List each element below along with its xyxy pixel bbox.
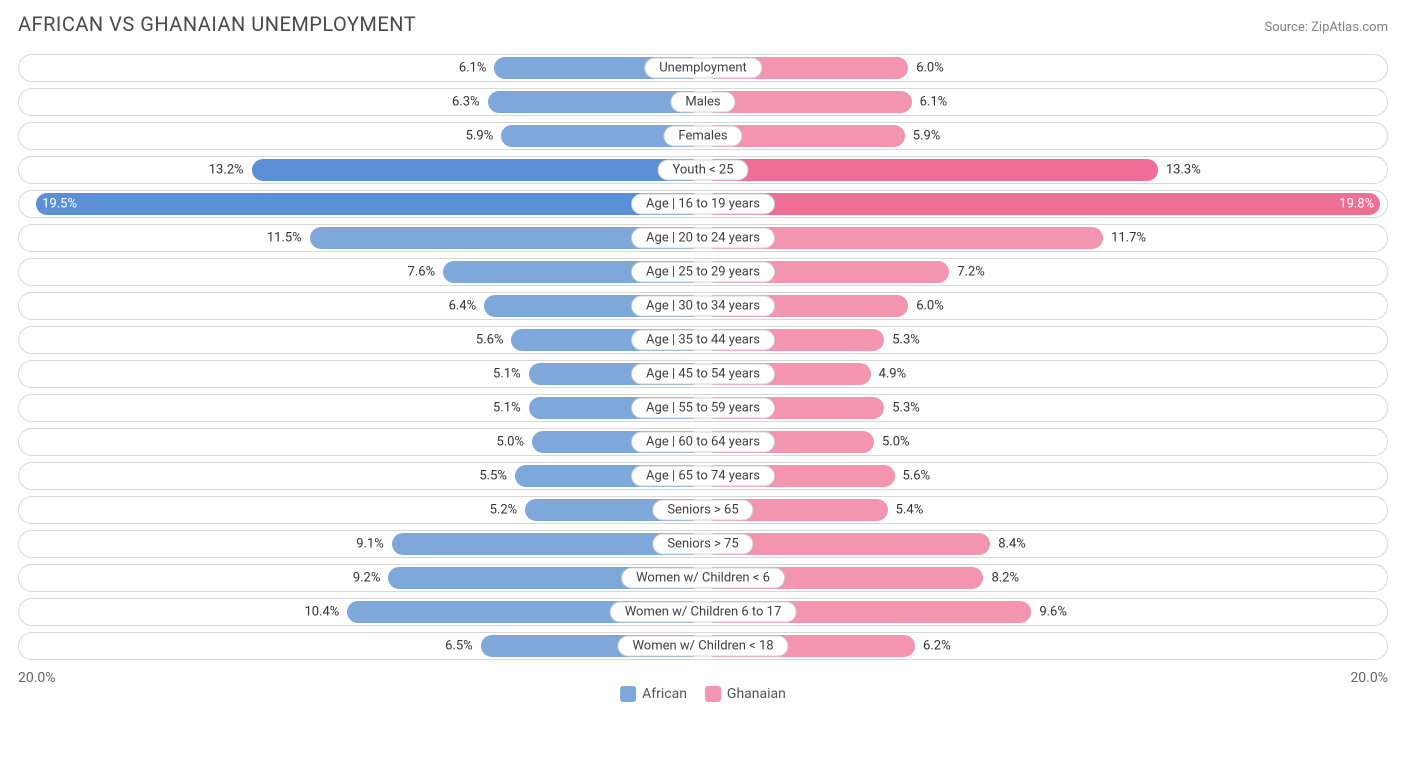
value-left: 5.0% (496, 435, 532, 450)
value-right: 5.0% (874, 435, 910, 450)
chart-row: 9.2% 8.2% Women w/ Children < 6 (18, 564, 1388, 592)
bar-right: 19.8% (703, 193, 1380, 215)
row-label: Age | 16 to 19 years (631, 194, 775, 215)
axis-right-max: 20.0% (703, 670, 1388, 686)
row-label: Age | 25 to 29 years (631, 262, 775, 283)
legend-label: Ghanaian (727, 686, 786, 702)
value-right: 6.0% (908, 61, 944, 76)
row-label: Age | 35 to 44 years (631, 330, 775, 351)
value-left: 5.9% (466, 129, 502, 144)
legend-swatch (705, 686, 721, 702)
bar-left: 19.5% (36, 193, 703, 215)
value-right: 5.9% (905, 129, 941, 144)
value-right: 5.4% (888, 503, 924, 518)
value-right: 8.4% (990, 537, 1026, 552)
value-left: 13.2% (209, 163, 252, 178)
row-label: Age | 65 to 74 years (631, 466, 775, 487)
row-label: Women w/ Children < 6 (621, 568, 785, 589)
bar-right: 13.3% (703, 159, 1158, 181)
chart-footer: 20.0% 20.0% AfricanGhanaian (18, 670, 1388, 694)
value-left: 19.5% (42, 197, 77, 212)
value-right: 4.9% (871, 367, 907, 382)
value-right: 5.6% (895, 469, 931, 484)
chart-row: 5.1% 5.3% Age | 55 to 59 years (18, 394, 1388, 422)
chart-row: 5.5% 5.6% Age | 65 to 74 years (18, 462, 1388, 490)
row-label: Age | 60 to 64 years (631, 432, 775, 453)
value-left: 9.1% (356, 537, 392, 552)
value-right: 6.2% (915, 639, 951, 654)
value-left: 7.6% (408, 265, 444, 280)
chart-row: 13.2%13.3%Youth < 25 (18, 156, 1388, 184)
value-left: 5.1% (493, 401, 529, 416)
chart-row: 5.1% 4.9% Age | 45 to 54 years (18, 360, 1388, 388)
value-left: 5.1% (493, 367, 529, 382)
chart-row: 6.3% 6.1% Males (18, 88, 1388, 116)
legend-swatch (620, 686, 636, 702)
row-label: Females (663, 126, 742, 147)
row-label: Age | 30 to 34 years (631, 296, 775, 317)
chart-row: 6.4% 6.0% Age | 30 to 34 years (18, 292, 1388, 320)
chart-header: AFRICAN VS GHANAIAN UNEMPLOYMENT Source:… (18, 12, 1388, 36)
row-label: Women w/ Children < 18 (617, 636, 788, 657)
row-label: Age | 55 to 59 years (631, 398, 775, 419)
value-right: 8.2% (983, 571, 1019, 586)
diverging-bar-chart: 6.1%6.0%Unemployment6.3%6.1%Males5.9%5.9… (18, 54, 1388, 660)
row-label: Seniors > 75 (652, 534, 753, 555)
value-left: 10.4% (304, 605, 347, 620)
row-label: Seniors > 65 (652, 500, 753, 521)
chart-row: 6.1% 6.0% Unemployment (18, 54, 1388, 82)
row-label: Age | 20 to 24 years (631, 228, 775, 249)
legend-label: African (642, 686, 687, 702)
chart-legend: African Ghanaian (620, 686, 786, 702)
legend-item: African (620, 686, 687, 702)
row-label: Women w/ Children 6 to 17 (610, 602, 797, 623)
value-left: 6.3% (452, 95, 488, 110)
value-right: 13.3% (1158, 163, 1201, 178)
chart-row: 11.5% 11.7% Age | 20 to 24 years (18, 224, 1388, 252)
value-right: 9.6% (1031, 605, 1067, 620)
chart-source: Source: ZipAtlas.com (1264, 20, 1388, 35)
legend-item: Ghanaian (705, 686, 786, 702)
bar-left: 13.2% (252, 159, 703, 181)
value-left: 5.5% (479, 469, 515, 484)
chart-row: 5.6% 5.3% Age | 35 to 44 years (18, 326, 1388, 354)
chart-row: 19.5% 19.8% Age | 16 to 19 years (18, 190, 1388, 218)
chart-row: 10.4% 9.6% Women w/ Children 6 to 17 (18, 598, 1388, 626)
chart-row: 6.5% 6.2% Women w/ Children < 18 (18, 632, 1388, 660)
row-label: Age | 45 to 54 years (631, 364, 775, 385)
value-right: 6.1% (912, 95, 948, 110)
value-right: 6.0% (908, 299, 944, 314)
value-right: 5.3% (884, 333, 920, 348)
row-label: Unemployment (644, 58, 762, 79)
chart-row: 7.6% 7.2% Age | 25 to 29 years (18, 258, 1388, 286)
value-left: 6.1% (459, 61, 495, 76)
chart-row: 5.0% 5.0% Age | 60 to 64 years (18, 428, 1388, 456)
chart-row: 5.9% 5.9% Females (18, 122, 1388, 150)
value-left: 5.2% (490, 503, 526, 518)
value-right: 7.2% (949, 265, 985, 280)
axis-left-max: 20.0% (18, 670, 703, 686)
value-left: 9.2% (353, 571, 389, 586)
row-label: Males (670, 92, 735, 113)
row-label: Youth < 25 (657, 160, 748, 181)
value-left: 6.4% (449, 299, 485, 314)
chart-row: 5.2% 5.4% Seniors > 65 (18, 496, 1388, 524)
value-left: 5.6% (476, 333, 512, 348)
value-left: 11.5% (267, 231, 310, 246)
value-left: 6.5% (445, 639, 481, 654)
chart-title: AFRICAN VS GHANAIAN UNEMPLOYMENT (18, 12, 416, 36)
value-right: 11.7% (1103, 231, 1146, 246)
chart-row: 9.1% 8.4% Seniors > 75 (18, 530, 1388, 558)
value-right: 5.3% (884, 401, 920, 416)
value-right: 19.8% (1339, 197, 1374, 212)
